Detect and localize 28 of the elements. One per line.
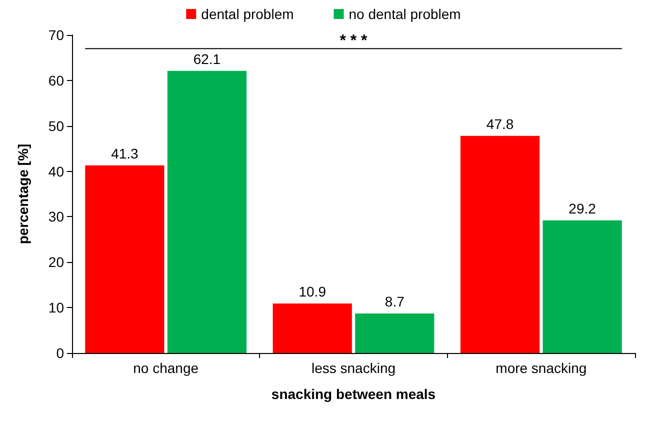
bar — [167, 70, 247, 353]
data-label: 8.7 — [384, 293, 405, 310]
y-tick-label: 50 — [48, 118, 64, 134]
bar — [460, 136, 540, 353]
bar — [272, 303, 352, 353]
data-label: 47.8 — [486, 116, 514, 132]
bar — [85, 165, 164, 353]
data-label: 29.2 — [568, 200, 596, 216]
y-tick-label: 70 — [48, 27, 64, 43]
x-tick-label: less snacking — [311, 360, 396, 376]
y-tick-label: 10 — [48, 300, 64, 316]
data-label: 10.9 — [298, 283, 326, 300]
x-tick-label: no change — [133, 360, 199, 376]
ref-line-label: * * * — [340, 32, 368, 50]
data-label: 41.3 — [111, 145, 139, 162]
data-label: 62.1 — [193, 50, 221, 67]
y-tick-label: 30 — [48, 208, 64, 225]
bar — [355, 313, 434, 353]
y-tick-label: 60 — [48, 72, 64, 88]
y-tick-label: 0 — [56, 345, 64, 361]
x-tick-label: more snacking — [496, 360, 587, 376]
bar — [542, 220, 622, 353]
legend-label: no dental problem — [348, 6, 461, 22]
y-tick-label: 40 — [48, 163, 64, 180]
x-axis-title: snacking between meals — [271, 386, 436, 402]
y-axis-title: percentage [%] — [15, 144, 31, 244]
legend-label: dental problem — [201, 6, 294, 22]
y-tick-label: 20 — [48, 254, 64, 270]
